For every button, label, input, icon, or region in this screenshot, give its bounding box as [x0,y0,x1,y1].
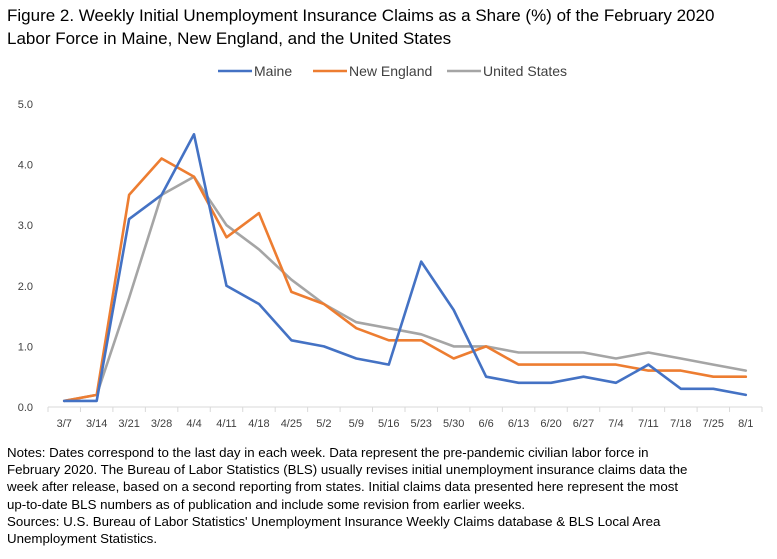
legend-label: Maine [254,63,292,79]
legend-label: New England [349,63,432,79]
x-tick-label: 5/23 [411,418,432,430]
notes-block: Notes: Dates correspond to the last day … [7,444,772,547]
series-line-united-states [62,175,748,403]
sources-line-2: Unemployment Statistics. [7,531,158,547]
series-line-maine [62,133,748,403]
line-chart: Maine New England United States 0.0 1.0 2.0 3… [18,63,763,430]
series-line-new-england [62,157,748,403]
x-tick-label: 4/18 [248,418,269,430]
y-axis: 0.0 1.0 2.0 3.0 4.0 5.0 [18,99,33,414]
y-tick-label: 1.0 [18,341,33,353]
y-tick-label: 4.0 [18,160,33,172]
x-tick-label: 3/14 [86,418,107,430]
chart-title: Figure 2. Weekly Initial Unemployment In… [7,4,772,50]
y-tick-label: 2.0 [18,281,33,293]
notes-line-3: week after release, based on a second re… [7,479,679,495]
chart-title-line-1: Figure 2. Weekly Initial Unemployment In… [7,6,715,25]
x-tick-label: 7/4 [608,418,623,430]
x-tick-label: 6/13 [508,418,529,430]
sources-line-1: Sources: U.S. Bureau of Labor Statistics… [7,513,661,529]
x-tick-label: 7/11 [638,418,659,430]
x-tick-label: 4/4 [186,418,201,430]
legend-label: United States [483,63,567,79]
x-tick-label: 6/27 [573,418,594,430]
x-tick-label: 3/7 [57,418,72,430]
x-tick-label: 5/9 [349,418,364,430]
x-tick-label: 5/30 [443,418,464,430]
x-tick-label: 4/11 [216,418,237,430]
x-tick-label: 3/21 [118,418,139,430]
notes-line-1: Notes: Dates correspond to the last day … [7,445,649,460]
x-tick-label: 5/16 [378,418,399,430]
notes-line-2: February 2020. The Bureau of Labor Stati… [7,462,688,478]
y-tick-label: 0.0 [18,402,33,414]
x-axis: 3/7 3/14 3/21 3/28 4/4 4/11 4/18 4/25 5/2 5/9 5/16… [47,406,763,430]
chart-title-line-2: Labor Force in Maine, New England, and t… [7,29,452,48]
series-lines [62,133,748,403]
y-tick-label: 3.0 [18,220,33,232]
x-tick-label: 6/20 [540,418,561,430]
x-tick-label: 8/1 [738,418,753,430]
x-tick-label: 7/25 [703,418,724,430]
x-tick-label: 3/28 [151,418,172,430]
notes-line-4: up-to-date BLS numbers as of publication… [7,496,526,512]
x-tick-label: 7/18 [670,418,691,430]
legend: Maine New England United States [218,63,567,79]
x-tick-label: 6/6 [478,418,493,430]
x-tick-label: 4/25 [281,418,302,430]
x-tick-label: 5/2 [316,418,331,430]
y-tick-label: 5.0 [18,99,33,111]
